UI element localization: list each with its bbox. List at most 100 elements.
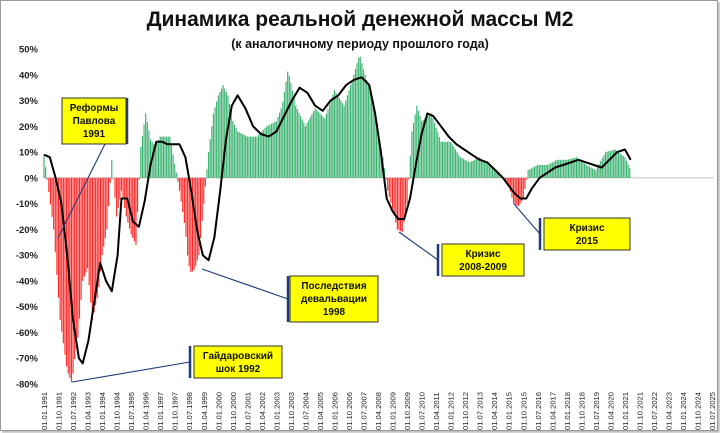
bar xyxy=(582,162,584,178)
bar xyxy=(459,157,461,178)
bar xyxy=(162,136,164,178)
bar xyxy=(409,155,411,178)
bar xyxy=(472,160,474,178)
bar xyxy=(259,133,261,178)
bar xyxy=(563,159,565,178)
bar xyxy=(66,177,68,367)
bar xyxy=(88,177,90,286)
bar xyxy=(316,109,318,178)
bar xyxy=(290,83,292,178)
bar xyxy=(577,158,579,178)
bar xyxy=(435,127,437,178)
bar xyxy=(59,177,61,321)
x-tick-label: 01.10.2000 xyxy=(229,392,238,430)
bar xyxy=(622,155,624,178)
bar xyxy=(285,81,287,178)
annotation-label: Гайдаровский xyxy=(203,351,273,362)
bar xyxy=(185,177,187,237)
bar xyxy=(190,177,192,273)
bar xyxy=(54,177,56,253)
bar xyxy=(453,146,455,178)
bar xyxy=(275,121,277,178)
bar xyxy=(279,112,281,178)
bar xyxy=(433,122,436,178)
annotation-label: Кризис xyxy=(465,249,500,260)
bar xyxy=(70,177,73,383)
bar xyxy=(354,69,357,178)
bar xyxy=(135,177,137,245)
bar xyxy=(629,167,631,178)
bar xyxy=(191,177,194,272)
x-tick-label: 01.04.2014 xyxy=(490,392,499,430)
bar xyxy=(358,57,360,178)
bar xyxy=(395,177,397,223)
annotation-connector xyxy=(201,268,289,300)
bar xyxy=(249,136,252,178)
bar xyxy=(164,136,166,178)
bar xyxy=(283,91,286,178)
bar xyxy=(492,167,494,178)
bar xyxy=(304,126,306,178)
bar xyxy=(156,143,158,178)
bar xyxy=(621,154,623,178)
bar xyxy=(341,103,344,178)
bar xyxy=(312,111,315,178)
bar xyxy=(166,136,168,178)
bar xyxy=(282,101,284,178)
bar xyxy=(82,177,84,281)
bar xyxy=(245,135,247,178)
bar xyxy=(403,177,405,223)
bar xyxy=(198,177,200,256)
bar xyxy=(237,131,239,178)
bar xyxy=(295,105,297,178)
bar xyxy=(427,116,429,178)
bar xyxy=(606,151,608,178)
bar xyxy=(443,141,445,178)
bar xyxy=(201,177,203,221)
bar xyxy=(177,177,179,182)
bar xyxy=(593,169,595,178)
bar xyxy=(579,159,581,178)
bar xyxy=(178,177,181,191)
bar xyxy=(511,177,513,198)
bar xyxy=(346,95,348,178)
bar xyxy=(266,126,268,178)
bar xyxy=(466,160,468,178)
x-tick-label: 01.01.2012 xyxy=(447,392,456,430)
bar xyxy=(609,150,611,178)
bar xyxy=(211,126,213,178)
bar xyxy=(199,177,202,238)
bar xyxy=(366,79,368,178)
bar xyxy=(616,150,618,178)
bar xyxy=(567,159,570,178)
bar xyxy=(359,56,361,178)
bar xyxy=(235,128,237,178)
bar xyxy=(288,75,290,178)
x-tick-label: 01.07.1998 xyxy=(185,392,194,430)
bar xyxy=(495,170,497,178)
bar xyxy=(540,164,542,178)
bar xyxy=(93,177,95,313)
bar xyxy=(130,177,132,235)
bar xyxy=(479,157,481,178)
bar xyxy=(333,90,336,178)
bar xyxy=(324,118,326,178)
bar xyxy=(61,177,63,332)
bar xyxy=(74,177,76,360)
bar xyxy=(293,98,295,178)
bar xyxy=(62,177,64,344)
bar xyxy=(83,177,85,277)
bar xyxy=(132,177,134,238)
bar xyxy=(393,177,395,216)
bar xyxy=(432,118,434,178)
x-tick-label: 01.07.1995 xyxy=(127,392,136,430)
bar xyxy=(480,158,482,178)
bar xyxy=(469,162,471,178)
bar xyxy=(138,177,140,180)
bar xyxy=(425,117,428,178)
bar xyxy=(448,141,450,178)
bar xyxy=(99,177,102,272)
bar xyxy=(598,164,600,178)
bar xyxy=(485,162,487,178)
